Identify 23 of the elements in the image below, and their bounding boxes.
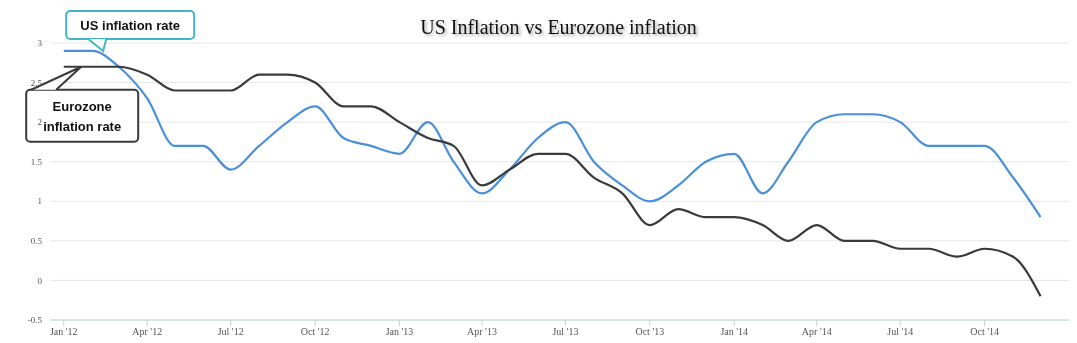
x-tick-label: Jul '14 [887,326,914,338]
y-tick-label: -0.5 [27,315,43,326]
x-tick-label: Jul '12 [217,326,244,338]
y-tick-label: 0.5 [30,236,43,247]
x-tick-label: Oct '12 [300,326,330,338]
x-tick-label: Jan '14 [720,326,749,338]
x-tick-label: Apr '14 [801,326,832,338]
x-tick-label: Oct '14 [970,326,999,338]
y-tick-label: 0 [37,275,43,286]
y-tick-label: 3 [37,38,43,49]
series-label: US inflation rate [80,17,181,33]
y-tick-label: 1 [37,196,42,207]
x-tick-label: Apr '12 [132,326,163,338]
y-tick-label: 2 [37,117,42,128]
x-tick-label: Oct '13 [635,326,665,338]
y-tick-label: 1.5 [30,156,43,167]
x-tick-label: Jul '13 [552,326,579,338]
x-tick-label: Jan '13 [385,326,414,338]
x-tick-label: Apr '13 [467,326,497,338]
legend-label: Eurozone inflation rate [43,98,122,134]
x-tick-label: Jan '12 [49,326,78,338]
y-tick-label: 2.5 [30,77,43,88]
chart-title: US Inflation vs Eurozone inflation [420,16,697,38]
